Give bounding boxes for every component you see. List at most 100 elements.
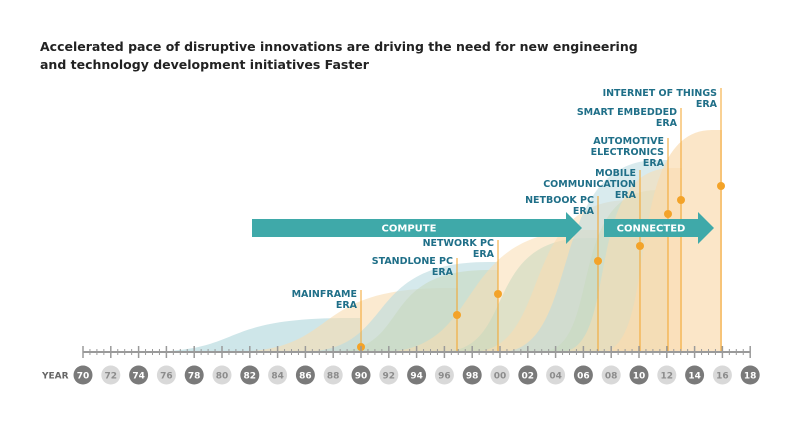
year-tick-label: 70 — [77, 372, 90, 382]
chart-title: Accelerated pace of disruptive innovatio… — [40, 38, 660, 74]
year-tick-badge — [101, 365, 121, 385]
year-tick-badge — [629, 365, 649, 385]
era-arrow-label: COMPUTE — [382, 224, 437, 235]
era-arrow — [604, 212, 714, 244]
year-tick-badge — [546, 365, 566, 385]
year-tick-label: 88 — [327, 372, 340, 382]
era-label-line: INTERNET OF THINGS — [603, 88, 718, 99]
year-tick-badge — [601, 365, 621, 385]
era-label-line: ERA — [643, 158, 665, 169]
era-marker: STANDLONE PC ERA — [372, 256, 461, 352]
era-marker-dot — [664, 210, 672, 218]
year-tick-badge — [434, 365, 454, 385]
era-label-line: SMART EMBEDDED — [577, 107, 677, 118]
era-label-line: MAINFRAME — [292, 289, 357, 300]
year-tick-label: 96 — [438, 372, 451, 382]
era-marker-dot — [494, 290, 502, 298]
year-tick-label: 00 — [494, 372, 507, 382]
title-line-1: Accelerated pace of disruptive innovatio… — [40, 39, 638, 54]
year-tick-label: 76 — [160, 372, 173, 382]
era-label-line: ERA — [615, 190, 637, 201]
era-label-line: COMMUNICATION — [543, 179, 636, 190]
year-tick-badge — [657, 365, 677, 385]
era-label-line: STANDLONE PC — [372, 256, 453, 267]
year-tick-badge — [268, 365, 288, 385]
year-axis: 70 72 74 76 78 80 82 84 86 88 90 92 94 96 98 00 02 04 06 08… — [41, 346, 760, 385]
era-label-line: ERA — [473, 249, 495, 260]
era-label-line: MOBILE — [595, 168, 636, 179]
era-label: NETWORK PC ERA — [423, 238, 495, 260]
year-tick-label: 16 — [716, 372, 729, 382]
year-tick-label: 80 — [216, 372, 229, 382]
era-label-line: ERA — [656, 118, 678, 129]
era-label: MAINFRAME ERA — [292, 289, 358, 311]
year-tick-badge — [740, 365, 760, 385]
era-arrow — [252, 212, 582, 244]
year-tick-badge — [490, 365, 510, 385]
year-tick-label: 02 — [522, 372, 535, 382]
year-tick-badge — [323, 365, 343, 385]
year-tick-label: 08 — [605, 372, 618, 382]
year-tick-badge — [184, 365, 204, 385]
year-tick-label: 04 — [549, 372, 562, 382]
era-marker-dot — [677, 196, 685, 204]
era-marker-dot — [717, 182, 725, 190]
year-tick-badge — [462, 365, 482, 385]
era-marker: AUTOMOTIVE ELECTRONICS ERA — [591, 136, 672, 352]
year-tick-label: 72 — [105, 372, 118, 382]
era-label-line: AUTOMOTIVE — [593, 136, 664, 147]
year-tick-label: 86 — [299, 372, 312, 382]
era-label: NETBOOK PC ERA — [525, 195, 595, 217]
axis-label: YEAR — [41, 372, 69, 382]
year-tick-badge — [351, 365, 371, 385]
era-label-line: NETWORK PC — [423, 238, 494, 249]
era-arrow-label: CONNECTED — [617, 224, 686, 235]
year-tick-label: 90 — [355, 372, 368, 382]
year-tick-label: 10 — [633, 372, 646, 382]
year-tick-badge — [156, 365, 176, 385]
era-label-line: ERA — [336, 300, 358, 311]
year-tick-label: 92 — [383, 372, 396, 382]
year-tick-label: 94 — [410, 372, 423, 382]
year-tick-badge — [73, 365, 93, 385]
year-tick-badge — [407, 365, 427, 385]
era-marker-dot — [636, 242, 644, 250]
era-label-line: NETBOOK PC — [525, 195, 594, 206]
era-label-line: ERA — [696, 99, 718, 110]
year-tick-badge — [212, 365, 232, 385]
title-line-2: and technology development initiatives F… — [40, 57, 369, 72]
era-label-line: ELECTRONICS — [591, 147, 665, 158]
year-tick-badge — [518, 365, 538, 385]
era-marker: INTERNET OF THINGS ERA — [603, 88, 725, 352]
era-marker-dot — [594, 257, 602, 265]
era-label: AUTOMOTIVE ELECTRONICS ERA — [591, 136, 665, 169]
year-tick-badge — [379, 365, 399, 385]
year-tick-label: 82 — [244, 372, 257, 382]
year-tick-badge — [573, 365, 593, 385]
era-label: SMART EMBEDDED ERA — [577, 107, 678, 129]
year-tick-label: 06 — [577, 372, 590, 382]
year-tick-badge — [685, 365, 705, 385]
year-tick-badge — [129, 365, 149, 385]
era-label: MOBILE COMMUNICATION ERA — [543, 168, 636, 201]
era-marker: NETBOOK PC ERA — [525, 195, 602, 352]
era-label-line: ERA — [573, 206, 595, 217]
era-arrows: COMPUTE CONNECTED — [252, 212, 714, 244]
year-tick-label: 12 — [661, 372, 674, 382]
era-label: INTERNET OF THINGS ERA — [603, 88, 718, 110]
year-tick-label: 98 — [466, 372, 479, 382]
year-tick-badge — [295, 365, 315, 385]
year-tick-badge — [712, 365, 732, 385]
era-label: STANDLONE PC ERA — [372, 256, 454, 278]
year-tick-label: 18 — [744, 372, 757, 382]
year-tick-label: 84 — [271, 372, 284, 382]
year-tick-label: 74 — [132, 372, 145, 382]
era-marker-dot — [453, 311, 461, 319]
era-marker: MOBILE COMMUNICATION ERA — [543, 168, 644, 352]
year-tick-badge — [240, 365, 260, 385]
era-wave — [600, 130, 722, 352]
era-label-line: ERA — [432, 267, 454, 278]
year-tick-label: 78 — [188, 372, 201, 382]
